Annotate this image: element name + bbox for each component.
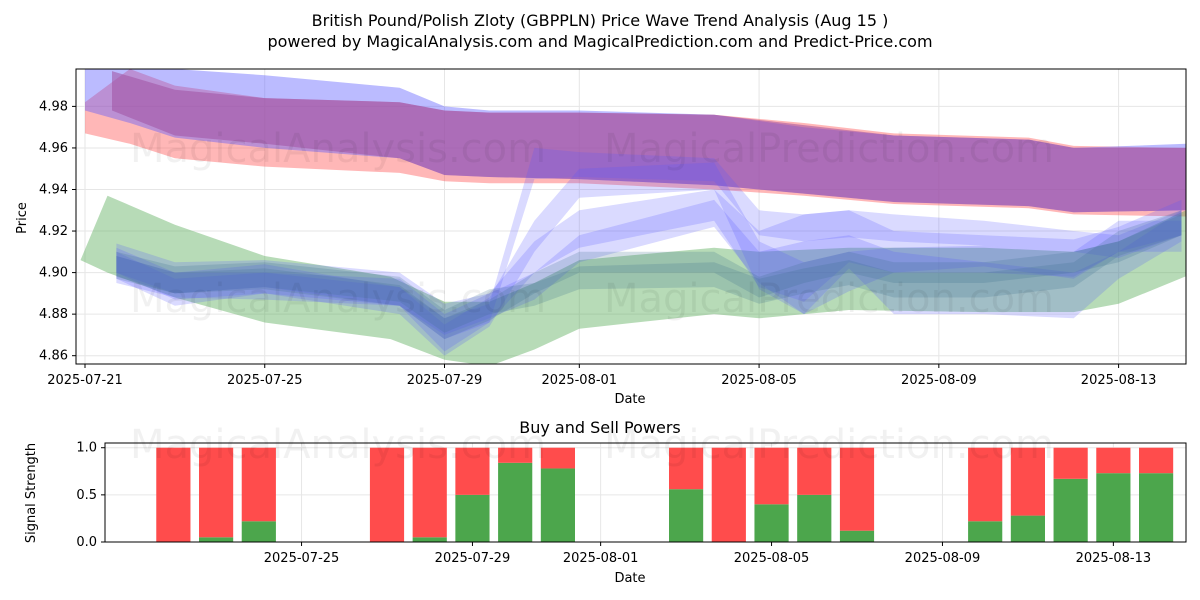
buy-bar — [1010, 515, 1045, 542]
band-blue-wave-band-4 — [116, 147, 1182, 340]
sell-bar — [498, 447, 533, 463]
band-blue-wave-band-3 — [116, 199, 1182, 335]
bottom-y-tick-label: 1.0 — [76, 441, 97, 456]
top-x-axis-label: Date — [614, 392, 645, 407]
sell-bar — [754, 447, 789, 505]
band-purple-overlap-band — [112, 71, 1186, 213]
band-dark-blue-green-wave-1 — [116, 210, 1182, 333]
top-x-tick-label: 2025-08-05 — [721, 373, 797, 388]
buy-sell-title: Buy and Sell Powers — [519, 418, 681, 437]
sell-bar — [241, 447, 276, 522]
watermark-mid-right: MagicalPrediction.com — [604, 276, 1054, 322]
top-y-tick-label: 4.90 — [39, 266, 68, 281]
bottom-y-tick-label: 0.0 — [76, 535, 97, 550]
top-y-tick-label: 4.92 — [39, 224, 68, 239]
sell-bar — [455, 447, 490, 495]
top-x-tick-label: 2025-08-01 — [542, 373, 618, 388]
watermark-top-right: MagicalPrediction.com — [604, 126, 1054, 172]
chart-subtitle: powered by MagicalAnalysis.com and Magic… — [267, 32, 932, 51]
bottom-x-tick-label: 2025-08-09 — [905, 551, 981, 566]
band-dark-blue-green-wave-2 — [116, 214, 1182, 340]
bottom-x-tick-label: 2025-08-01 — [563, 551, 639, 566]
bottom-x-tick-label: 2025-07-25 — [264, 551, 340, 566]
top-x-tick-label: 2025-07-29 — [407, 373, 483, 388]
buy-bar — [968, 521, 1003, 542]
buy-bar — [199, 537, 234, 542]
sell-bar — [839, 447, 875, 531]
top-y-tick-label: 4.94 — [39, 182, 68, 197]
buy-bar — [669, 489, 704, 542]
watermark-top-left: MagicalAnalysis.com — [130, 126, 546, 172]
band-blue-wave-band-2 — [116, 162, 1182, 356]
buy-bar — [1096, 473, 1131, 542]
top-y-tick-label: 4.98 — [39, 99, 68, 114]
top-y-axis-label: Price — [15, 202, 30, 234]
watermark-bottom-left: MagicalAnalysis.com — [130, 422, 546, 468]
band-blue-wave-band-1 — [116, 189, 1182, 352]
sell-bar — [968, 447, 1003, 522]
buy-bar — [412, 537, 447, 542]
top-x-tick-label: 2025-08-09 — [901, 373, 977, 388]
price-bands — [80, 69, 1186, 364]
top-x-tick-label: 2025-07-25 — [227, 373, 303, 388]
buy-bar — [455, 494, 490, 542]
sell-bar — [540, 447, 575, 469]
bottom-y-tick-label: 0.5 — [76, 488, 97, 503]
sell-bar — [669, 447, 704, 490]
buy-bar — [797, 494, 832, 542]
top-y-tick-label: 4.96 — [39, 141, 68, 156]
sell-bar — [1010, 447, 1045, 516]
top-panel-frame — [75, 68, 1187, 365]
band-green-band — [80, 195, 1186, 364]
bottom-x-tick-label: 2025-08-05 — [734, 551, 810, 566]
top-y-tick-label: 4.88 — [39, 307, 68, 322]
chart-title: British Pound/Polish Zloty (GBPPLN) Pric… — [312, 11, 889, 30]
top-x-tick-label: 2025-08-13 — [1081, 373, 1157, 388]
top-x-tick-label: 2025-07-21 — [47, 373, 123, 388]
top-y-tick-label: 4.86 — [39, 349, 68, 364]
buy-bar — [1053, 478, 1088, 542]
sell-bar — [156, 447, 191, 542]
sell-bar — [412, 447, 447, 538]
watermark-mid-left: MagicalAnalysis.com — [130, 276, 546, 322]
buy-bar — [839, 530, 875, 542]
sell-bar — [711, 447, 746, 542]
sell-bar — [369, 447, 405, 542]
bottom-x-tick-label: 2025-08-13 — [1076, 551, 1152, 566]
sell-bar — [1139, 447, 1174, 474]
sell-bar — [199, 447, 234, 538]
buy-bar — [754, 504, 789, 542]
sell-bar — [797, 447, 832, 495]
sell-bar — [1096, 447, 1131, 474]
watermark-bottom-right: MagicalPrediction.com — [604, 422, 1054, 468]
price-wave-panel: 4.86 4.88 4.90 4.92 4.94 4.96 4.98 2025-07-21 20… — [39, 68, 1187, 388]
buy-bar — [241, 521, 276, 542]
bottom-x-axis-label: Date — [614, 571, 645, 586]
buy-bar — [1139, 473, 1174, 542]
buy-bar — [498, 462, 533, 542]
buy-bar — [540, 468, 575, 542]
bottom-x-tick-label: 2025-07-29 — [435, 551, 511, 566]
bottom-y-axis-label: Signal Strength — [24, 443, 39, 543]
sell-bar — [1053, 447, 1088, 479]
bottom-panel-frame — [104, 442, 1187, 543]
buy-sell-panel: 0.0 0.5 1.0 2025-07-25 2025-07-29 2025-08-01 2… — [76, 441, 1187, 566]
